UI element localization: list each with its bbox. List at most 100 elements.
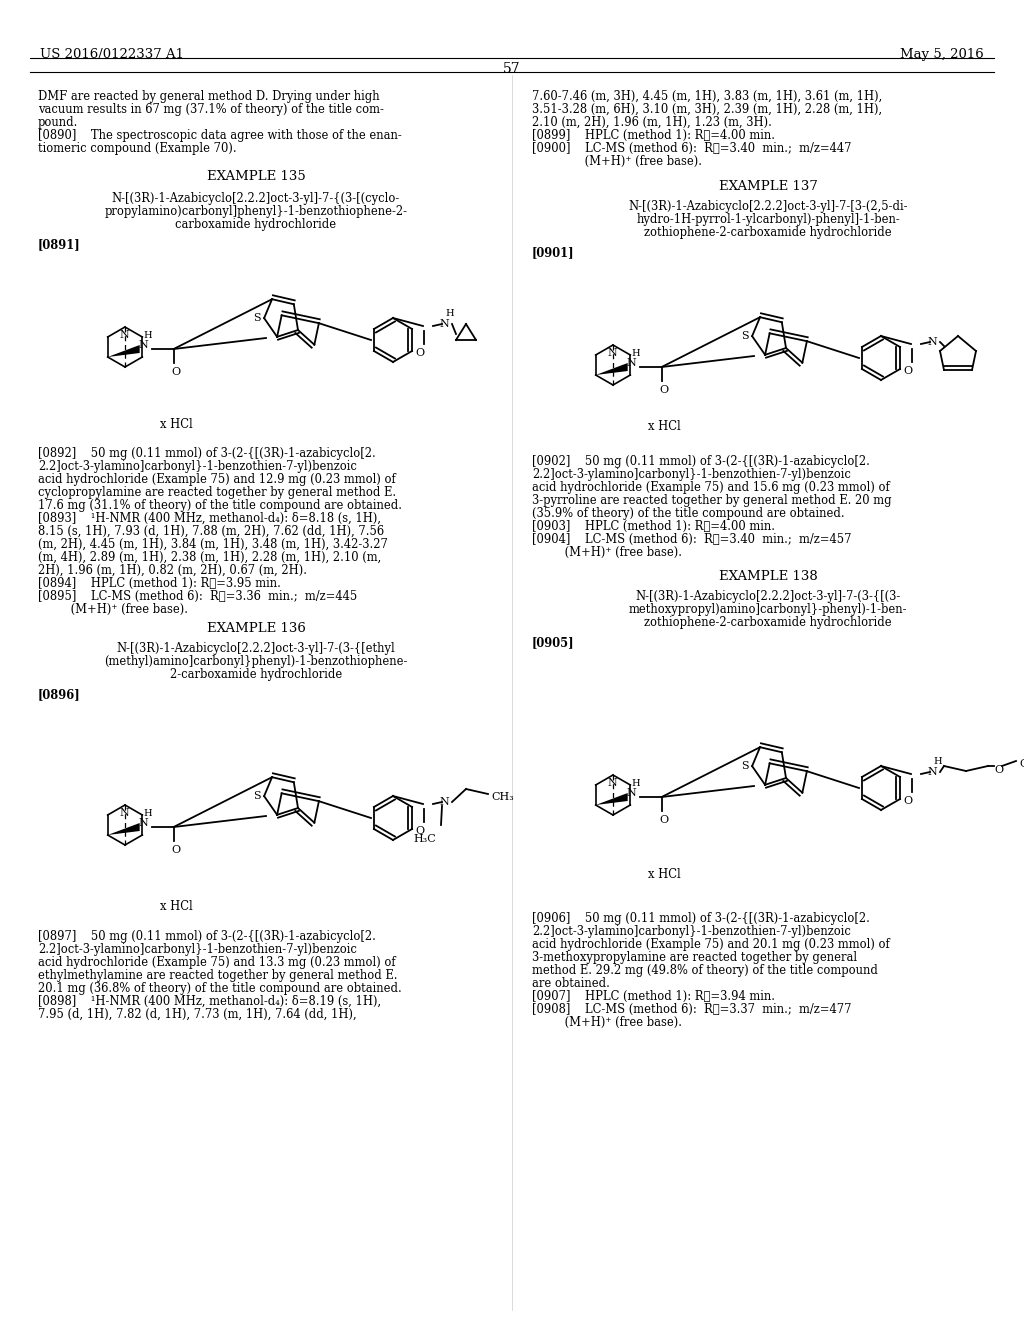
Text: [0903]    HPLC (method 1): R₟=4.00 min.: [0903] HPLC (method 1): R₟=4.00 min.	[532, 520, 775, 533]
Text: US 2016/0122337 A1: US 2016/0122337 A1	[40, 48, 184, 61]
Text: 3-pyrroline are reacted together by general method E. 20 mg: 3-pyrroline are reacted together by gene…	[532, 494, 892, 507]
Text: [0908]    LC-MS (method 6):  R₟=3.37  min.;  m/z=477: [0908] LC-MS (method 6): R₟=3.37 min.; m…	[532, 1003, 852, 1016]
Text: (M+H)⁺ (free base).: (M+H)⁺ (free base).	[532, 546, 682, 558]
Text: [0901]: [0901]	[532, 246, 574, 259]
Text: N: N	[439, 319, 449, 329]
Text: May 5, 2016: May 5, 2016	[900, 48, 984, 61]
Text: 2H), 1.96 (m, 1H), 0.82 (m, 2H), 0.67 (m, 2H).: 2H), 1.96 (m, 1H), 0.82 (m, 2H), 0.67 (m…	[38, 564, 307, 577]
Text: [0892]    50 mg (0.11 mmol) of 3-(2-{[(3R)-1-azabicyclo[2.: [0892] 50 mg (0.11 mmol) of 3-(2-{[(3R)-…	[38, 447, 376, 459]
Text: pound.: pound.	[38, 116, 79, 129]
Text: 8.15 (s, 1H), 7.93 (d, 1H), 7.88 (m, 2H), 7.62 (dd, 1H), 7.56: 8.15 (s, 1H), 7.93 (d, 1H), 7.88 (m, 2H)…	[38, 525, 384, 539]
Text: N-[(3R)-1-Azabicyclo[2.2.2]oct-3-yl]-7-[3-(2,5-di-: N-[(3R)-1-Azabicyclo[2.2.2]oct-3-yl]-7-[…	[629, 201, 907, 213]
Text: N-[(3R)-1-Azabicyclo[2.2.2]oct-3-yl]-7-(3-{[(3-: N-[(3R)-1-Azabicyclo[2.2.2]oct-3-yl]-7-(…	[635, 590, 901, 603]
Text: (methyl)amino]carbonyl}phenyl)-1-benzothiophene-: (methyl)amino]carbonyl}phenyl)-1-benzoth…	[104, 655, 408, 668]
Polygon shape	[596, 793, 628, 805]
Text: [0898]    ¹H-NMR (400 MHz, methanol-d₄): δ=8.19 (s, 1H),: [0898] ¹H-NMR (400 MHz, methanol-d₄): δ=…	[38, 995, 381, 1008]
Text: acid hydrochloride (Example 75) and 13.3 mg (0.23 mmol) of: acid hydrochloride (Example 75) and 13.3…	[38, 956, 395, 969]
Text: O: O	[994, 766, 1004, 775]
Text: [0904]    LC-MS (method 6):  R₟=3.40  min.;  m/z=457: [0904] LC-MS (method 6): R₟=3.40 min.; m…	[532, 533, 852, 546]
Text: [0907]    HPLC (method 1): R₟=3.94 min.: [0907] HPLC (method 1): R₟=3.94 min.	[532, 990, 775, 1003]
Text: N: N	[139, 818, 148, 828]
Text: O: O	[659, 814, 669, 825]
Text: H: H	[143, 808, 152, 817]
Text: N-[(3R)-1-Azabicyclo[2.2.2]oct-3-yl]-7-(3-{[ethyl: N-[(3R)-1-Azabicyclo[2.2.2]oct-3-yl]-7-(…	[117, 642, 395, 655]
Text: x HCl: x HCl	[160, 900, 193, 913]
Text: N-[(3R)-1-Azabicyclo[2.2.2]oct-3-yl]-7-{(3-[(cyclo-: N-[(3R)-1-Azabicyclo[2.2.2]oct-3-yl]-7-{…	[112, 191, 400, 205]
Text: acid hydrochloride (Example 75) and 20.1 mg (0.23 mmol) of: acid hydrochloride (Example 75) and 20.1…	[532, 939, 890, 950]
Text: [0896]: [0896]	[38, 688, 81, 701]
Text: 3-methoxypropylamine are reacted together by general: 3-methoxypropylamine are reacted togethe…	[532, 950, 857, 964]
Text: [0905]: [0905]	[532, 636, 574, 649]
Text: [0895]    LC-MS (method 6):  R₟=3.36  min.;  m/z=445: [0895] LC-MS (method 6): R₟=3.36 min.; m…	[38, 590, 357, 603]
Text: H: H	[632, 348, 640, 358]
Text: EXAMPLE 135: EXAMPLE 135	[207, 170, 305, 183]
Text: N: N	[927, 767, 937, 777]
Text: O: O	[903, 796, 912, 807]
Text: [0894]    HPLC (method 1): R₟=3.95 min.: [0894] HPLC (method 1): R₟=3.95 min.	[38, 577, 281, 590]
Text: O: O	[171, 845, 180, 855]
Text: 2.2]oct-3-ylamino]carbonyl}-1-benzothien-7-yl)benzoic: 2.2]oct-3-ylamino]carbonyl}-1-benzothien…	[38, 942, 357, 956]
Text: [0900]    LC-MS (method 6):  R₟=3.40  min.;  m/z=447: [0900] LC-MS (method 6): R₟=3.40 min.; m…	[532, 143, 852, 154]
Text: [0897]    50 mg (0.11 mmol) of 3-(2-{[(3R)-1-azabicyclo[2.: [0897] 50 mg (0.11 mmol) of 3-(2-{[(3R)-…	[38, 931, 376, 942]
Text: [0899]    HPLC (method 1): R₟=4.00 min.: [0899] HPLC (method 1): R₟=4.00 min.	[532, 129, 775, 143]
Text: EXAMPLE 137: EXAMPLE 137	[719, 180, 817, 193]
Text: 2.2]oct-3-ylamino]carbonyl}-1-benzothien-7-yl)benzoic: 2.2]oct-3-ylamino]carbonyl}-1-benzothien…	[532, 469, 851, 480]
Text: (m, 2H), 4.45 (m, 1H), 3.84 (m, 1H), 3.48 (m, 1H), 3.42-3.27: (m, 2H), 4.45 (m, 1H), 3.84 (m, 1H), 3.4…	[38, 539, 388, 550]
Text: 2.2]oct-3-ylamino]carbonyl}-1-benzothien-7-yl)benzoic: 2.2]oct-3-ylamino]carbonyl}-1-benzothien…	[532, 925, 851, 939]
Text: O: O	[416, 348, 425, 358]
Text: 20.1 mg (36.8% of theory) of the title compound are obtained.: 20.1 mg (36.8% of theory) of the title c…	[38, 982, 401, 995]
Text: CH₃: CH₃	[1019, 759, 1024, 770]
Text: cyclopropylamine are reacted together by general method E.: cyclopropylamine are reacted together by…	[38, 486, 396, 499]
Text: H: H	[445, 309, 455, 318]
Text: methoxypropyl)amino]carbonyl}-phenyl)-1-ben-: methoxypropyl)amino]carbonyl}-phenyl)-1-…	[629, 603, 907, 616]
Text: N: N	[119, 330, 129, 341]
Text: hydro-1H-pyrrol-1-ylcarbonyl)-phenyl]-1-ben-: hydro-1H-pyrrol-1-ylcarbonyl)-phenyl]-1-…	[636, 213, 900, 226]
Text: EXAMPLE 138: EXAMPLE 138	[719, 570, 817, 583]
Text: (M+H)⁺ (free base).: (M+H)⁺ (free base).	[532, 1016, 682, 1030]
Text: [0891]: [0891]	[38, 238, 81, 251]
Text: O: O	[903, 366, 912, 376]
Text: 3.51-3.28 (m, 6H), 3.10 (m, 3H), 2.39 (m, 1H), 2.28 (m, 1H),: 3.51-3.28 (m, 6H), 3.10 (m, 3H), 2.39 (m…	[532, 103, 882, 116]
Text: x HCl: x HCl	[648, 869, 681, 880]
Text: N: N	[927, 337, 937, 347]
Text: carboxamide hydrochloride: carboxamide hydrochloride	[175, 218, 337, 231]
Text: tiomeric compound (Example 70).: tiomeric compound (Example 70).	[38, 143, 237, 154]
Polygon shape	[596, 363, 628, 375]
Text: 7.60-7.46 (m, 3H), 4.45 (m, 1H), 3.83 (m, 1H), 3.61 (m, 1H),: 7.60-7.46 (m, 3H), 4.45 (m, 1H), 3.83 (m…	[532, 90, 883, 103]
Text: zothiophene-2-carboxamide hydrochloride: zothiophene-2-carboxamide hydrochloride	[644, 226, 892, 239]
Text: H: H	[934, 758, 942, 767]
Text: 7.95 (d, 1H), 7.82 (d, 1H), 7.73 (m, 1H), 7.64 (dd, 1H),: 7.95 (d, 1H), 7.82 (d, 1H), 7.73 (m, 1H)…	[38, 1008, 356, 1020]
Text: DMF are reacted by general method D. Drying under high: DMF are reacted by general method D. Dry…	[38, 90, 380, 103]
Polygon shape	[108, 822, 139, 836]
Text: method E. 29.2 mg (49.8% of theory) of the title compound: method E. 29.2 mg (49.8% of theory) of t…	[532, 964, 878, 977]
Text: ethylmethylamine are reacted together by general method E.: ethylmethylamine are reacted together by…	[38, 969, 397, 982]
Text: N: N	[439, 797, 449, 807]
Text: H: H	[632, 779, 640, 788]
Text: N: N	[627, 788, 637, 799]
Text: S: S	[741, 331, 749, 341]
Text: CH₃: CH₃	[490, 792, 514, 803]
Text: [0902]    50 mg (0.11 mmol) of 3-(2-{[(3R)-1-azabicyclo[2.: [0902] 50 mg (0.11 mmol) of 3-(2-{[(3R)-…	[532, 455, 869, 469]
Text: H₃C: H₃C	[414, 834, 436, 843]
Text: acid hydrochloride (Example 75) and 12.9 mg (0.23 mmol) of: acid hydrochloride (Example 75) and 12.9…	[38, 473, 395, 486]
Text: zothiophene-2-carboxamide hydrochloride: zothiophene-2-carboxamide hydrochloride	[644, 616, 892, 630]
Text: S: S	[253, 313, 261, 323]
Text: [0906]    50 mg (0.11 mmol) of 3-(2-{[(3R)-1-azabicyclo[2.: [0906] 50 mg (0.11 mmol) of 3-(2-{[(3R)-…	[532, 912, 869, 925]
Text: N: N	[607, 777, 616, 788]
Text: acid hydrochloride (Example 75) and 15.6 mg (0.23 mmol) of: acid hydrochloride (Example 75) and 15.6…	[532, 480, 890, 494]
Text: (M+H)⁺ (free base).: (M+H)⁺ (free base).	[552, 154, 702, 168]
Text: S: S	[253, 791, 261, 801]
Text: 2.10 (m, 2H), 1.96 (m, 1H), 1.23 (m, 3H).: 2.10 (m, 2H), 1.96 (m, 1H), 1.23 (m, 3H)…	[532, 116, 772, 129]
Text: (M+H)⁺ (free base).: (M+H)⁺ (free base).	[38, 603, 188, 616]
Text: H: H	[143, 330, 152, 339]
Text: vacuum results in 67 mg (37.1% of theory) of the title com-: vacuum results in 67 mg (37.1% of theory…	[38, 103, 384, 116]
Text: N: N	[607, 348, 616, 358]
Text: 2.2]oct-3-ylamino]carbonyl}-1-benzothien-7-yl)benzoic: 2.2]oct-3-ylamino]carbonyl}-1-benzothien…	[38, 459, 357, 473]
Text: S: S	[741, 762, 749, 771]
Text: 2-carboxamide hydrochloride: 2-carboxamide hydrochloride	[170, 668, 342, 681]
Text: O: O	[171, 367, 180, 378]
Text: N: N	[119, 808, 129, 818]
Text: are obtained.: are obtained.	[532, 977, 610, 990]
Text: 17.6 mg (31.1% of theory) of the title compound are obtained.: 17.6 mg (31.1% of theory) of the title c…	[38, 499, 402, 512]
Text: x HCl: x HCl	[648, 420, 681, 433]
